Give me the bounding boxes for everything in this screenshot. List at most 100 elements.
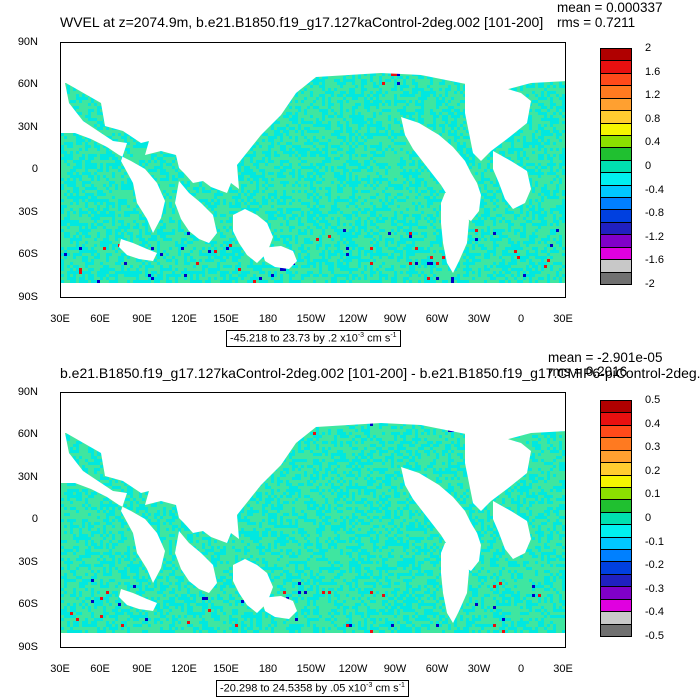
colorbar-label: 0.3 (645, 441, 661, 454)
lat-tick: 90S (18, 291, 38, 303)
lat-tick: 60S (18, 598, 38, 610)
land-mask (61, 393, 565, 543)
colorbar-swatch (600, 424, 632, 439)
lat-tick: 60N (17, 428, 38, 440)
lon-tick: 90E (132, 313, 152, 325)
lon-tick: 60E (90, 663, 110, 675)
land-mask (493, 501, 531, 559)
colorbar-swatch (600, 437, 632, 451)
land-mask (465, 73, 531, 161)
colorbar-swatch (600, 172, 632, 186)
colorbar-label: -0.8 (645, 207, 664, 220)
colorbar-swatch (600, 623, 632, 637)
lon-tick: 60W (425, 663, 449, 675)
colorbar-label: -0.5 (645, 630, 664, 642)
colorbar-swatch (600, 234, 632, 248)
lon-tick: 120E (171, 663, 197, 675)
colorbar-label: -0.3 (645, 582, 664, 595)
lon-tick: 90E (132, 663, 152, 675)
land-mask (61, 43, 565, 193)
lat-tick: 30S (18, 206, 38, 218)
colorbar-swatch (600, 400, 632, 414)
land-mask (61, 43, 565, 49)
colorbar-label: -0.4 (645, 183, 664, 196)
colorbar-swatch (600, 48, 632, 62)
colorbar-label: 0 (645, 512, 652, 524)
colorbar-swatch (600, 134, 632, 149)
land-mask (401, 117, 481, 221)
land-mask (61, 283, 565, 297)
colorbar-swatch (600, 549, 632, 563)
colorbar-label: 0.4 (645, 136, 661, 149)
lat-tick: 0 (31, 163, 38, 175)
lon-tick: 120E (171, 313, 197, 325)
lon-tick: 120W (338, 663, 368, 675)
lat-tick: 60N (17, 78, 38, 90)
colorbar-swatch (600, 147, 632, 161)
land-mask (61, 633, 565, 647)
colorbar-label: -1.2 (645, 230, 664, 243)
lon-tick: 60E (90, 313, 110, 325)
land-mask (401, 467, 481, 571)
lon-tick: 180 (258, 313, 278, 325)
lon-tick: 30E (50, 663, 70, 675)
lat-tick: 30S (18, 556, 38, 568)
colorbar-label: 1.6 (645, 65, 661, 78)
land-mask (441, 193, 469, 273)
colorbar-swatch (600, 598, 632, 613)
colorbar-swatch (600, 499, 632, 513)
colorbar-swatch (600, 449, 632, 464)
lat-tick: 60S (18, 248, 38, 260)
panel2-map-svg (61, 393, 565, 647)
colorbar-swatch (600, 122, 632, 136)
panel2-map (60, 392, 566, 648)
panel2-title: b.e21.B1850.f19_g17.127kaControl-2deg.00… (60, 365, 700, 381)
colorbar-swatch (600, 412, 632, 426)
colorbar-swatch (600, 524, 632, 538)
panel1-colorbar (600, 48, 632, 285)
lon-tick: 120W (338, 313, 368, 325)
colorbar-label: -2 (645, 278, 655, 290)
colorbar-label: 0.5 (645, 394, 661, 406)
colorbar-swatch (600, 573, 632, 588)
panel1-title: WVEL at z=2074.9m, b.e21.B1850.f19_g17.1… (60, 14, 544, 30)
panel1-map (60, 42, 566, 298)
land-mask (119, 239, 157, 261)
lon-tick: 90W (383, 663, 407, 675)
lon-tick: 30E (50, 313, 70, 325)
lat-tick: 90N (17, 386, 38, 398)
colorbar-swatch (600, 536, 632, 551)
lon-tick: 180 (258, 663, 278, 675)
colorbar-swatch (600, 611, 632, 625)
panel2-range-label: -20.298 to 24.5358 by .05 x10-3 cm s-1 (216, 680, 409, 697)
colorbar-swatch (600, 561, 632, 575)
colorbar-swatch (600, 197, 632, 211)
colorbar-swatch (600, 259, 632, 273)
land-mask (175, 531, 217, 593)
colorbar-label: -1.6 (645, 254, 664, 267)
lat-tick: 90S (18, 641, 38, 653)
land-mask (119, 589, 157, 611)
colorbar-swatch (600, 110, 632, 124)
lon-tick: 0 (517, 663, 525, 675)
colorbar-swatch (600, 159, 632, 174)
colorbar-swatch (600, 586, 632, 600)
colorbar-swatch (600, 85, 632, 99)
lon-tick: 30W (467, 663, 491, 675)
lon-tick: 30W (467, 313, 491, 325)
lat-tick: 30N (17, 471, 38, 483)
land-mask (465, 423, 531, 511)
colorbar-label: 0.1 (645, 488, 661, 501)
lon-tick: 150E (213, 663, 239, 675)
panel2-rms: rms = 0.2016 (548, 364, 628, 379)
panel1-map-svg (61, 43, 565, 297)
land-mask (261, 596, 297, 619)
panel1-mean: mean = 0.000337 (557, 0, 663, 15)
panel2-mean: mean = -2.901e-05 (548, 350, 663, 365)
colorbar-label: 0.2 (645, 464, 661, 477)
colorbar-swatch (600, 246, 632, 261)
colorbar-label: 1.2 (645, 89, 661, 102)
colorbar-label: -0.4 (645, 606, 664, 619)
colorbar-swatch (600, 221, 632, 236)
lat-tick: 30N (17, 121, 38, 133)
